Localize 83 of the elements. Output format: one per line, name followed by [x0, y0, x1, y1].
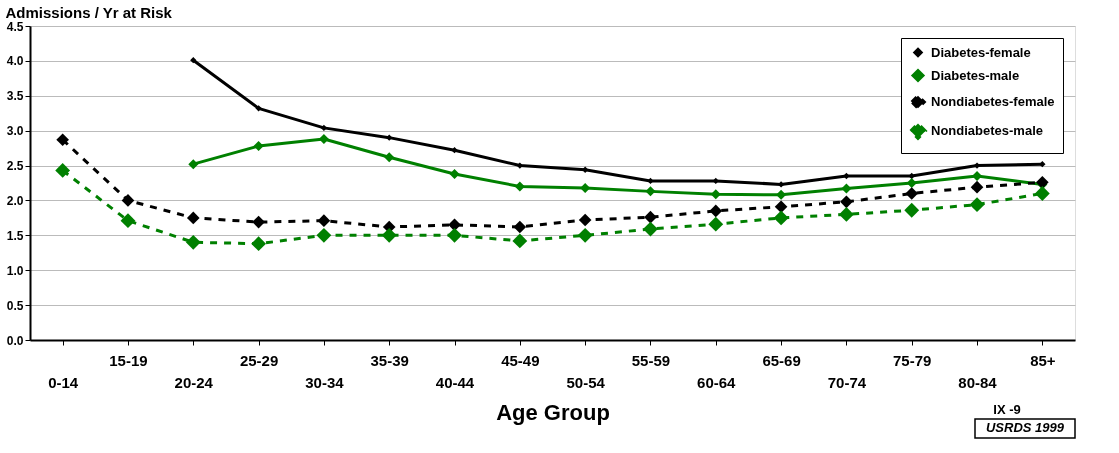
- point: [514, 181, 525, 192]
- y-tick-label: 2.5: [6, 159, 24, 174]
- point: [709, 204, 723, 218]
- point: [840, 195, 853, 209]
- text: USRDS 1999: [985, 420, 1065, 435]
- point: [710, 189, 721, 200]
- y-tick-label: 4.0: [6, 54, 24, 69]
- point: [905, 187, 919, 200]
- point: [190, 57, 197, 64]
- point: [712, 177, 719, 185]
- x-tick-label: 65-69: [762, 351, 801, 369]
- point: [120, 213, 136, 229]
- point: [1039, 161, 1046, 168]
- point: [186, 211, 200, 225]
- point: [843, 172, 850, 180]
- x-tick-label: 50-54: [566, 373, 606, 391]
- point: [451, 147, 458, 154]
- point: [316, 227, 332, 243]
- x-tick-label: 60-64: [697, 373, 737, 391]
- y-axis-title: Admissions / Yr at Risk: [5, 3, 173, 21]
- point: [776, 189, 787, 200]
- x-tick-label: 45-49: [501, 351, 540, 369]
- y-tick-label: 4.5: [6, 19, 24, 34]
- point: [384, 152, 395, 163]
- legend-label: Nondiabetes-male: [931, 123, 1043, 138]
- y-tick-label: 0.0: [6, 333, 24, 348]
- x-tick-label: 85+: [1030, 351, 1056, 369]
- x-tick-label: 70-74: [827, 373, 867, 391]
- point: [121, 194, 135, 207]
- point: [906, 178, 917, 188]
- x-tick-label: 75-79: [893, 351, 932, 369]
- point: [1034, 186, 1050, 201]
- y-tick-label: 0.5: [6, 298, 24, 313]
- point: [904, 202, 920, 218]
- point: [969, 197, 985, 213]
- point: [447, 227, 462, 243]
- y-tick-label: 1.5: [6, 228, 24, 243]
- x-tick-label: 80-84: [958, 373, 998, 391]
- point: [251, 236, 267, 252]
- x-axis-title: Age Group: [496, 399, 610, 425]
- x-tick-label: 20-24: [174, 373, 214, 391]
- point: [188, 159, 199, 170]
- point: [449, 168, 460, 179]
- point: [647, 177, 654, 185]
- point: [644, 210, 657, 224]
- point: [645, 186, 656, 197]
- legend-label: Diabetes-male: [931, 67, 1020, 83]
- x-tick-label: 40-44: [435, 373, 475, 391]
- y-tick-label: 2.0: [6, 193, 24, 208]
- point: [708, 216, 724, 232]
- point: [1036, 175, 1049, 189]
- point: [253, 141, 264, 152]
- legend-label: Diabetes-female: [931, 44, 1031, 60]
- y-tick-label: 3.0: [6, 124, 24, 139]
- point: [252, 215, 265, 229]
- point: [317, 214, 331, 227]
- y-tick-label: 1.0: [6, 263, 24, 278]
- point: [774, 200, 788, 214]
- point: [578, 213, 592, 227]
- x-tick-label: 30-34: [305, 373, 345, 391]
- point: [386, 134, 393, 141]
- point: [185, 234, 201, 250]
- point: [55, 163, 71, 178]
- point: [838, 206, 854, 222]
- point: [56, 133, 69, 147]
- x-tick-label: 35-39: [370, 351, 409, 369]
- text: IX -9: [993, 402, 1021, 417]
- point: [577, 227, 593, 243]
- point: [970, 180, 984, 194]
- legend-label: Nondiabetes-female: [931, 94, 1055, 109]
- y-tick-label: 3.5: [6, 89, 24, 104]
- point: [516, 162, 524, 169]
- point: [512, 233, 528, 249]
- point: [841, 183, 852, 194]
- x-tick-label: 55-59: [631, 351, 671, 369]
- point: [255, 105, 262, 112]
- point: [773, 210, 789, 226]
- x-tick-label: 15-19: [109, 351, 148, 369]
- point: [972, 171, 983, 182]
- point: [381, 227, 397, 243]
- x-tick-label: 0-14: [48, 373, 79, 391]
- x-tick-label: 25-29: [239, 351, 279, 369]
- point: [513, 220, 527, 234]
